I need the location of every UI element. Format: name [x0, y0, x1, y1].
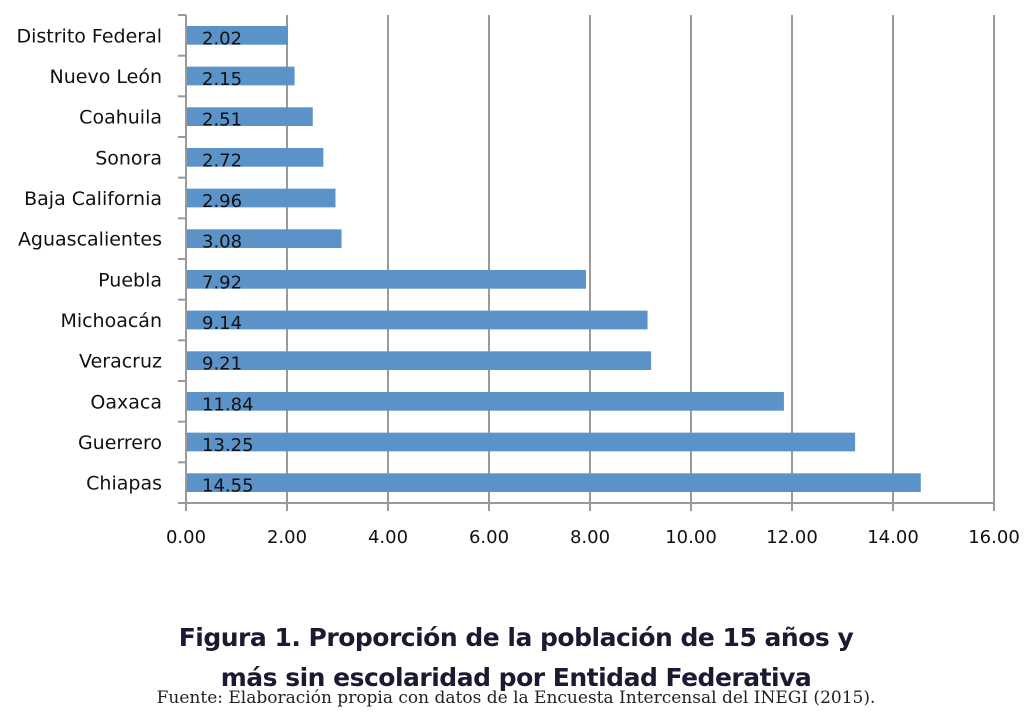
- category-label: Distrito Federal: [16, 25, 162, 47]
- data-label: 14.55: [202, 476, 254, 497]
- x-tick-label: 10.00: [665, 527, 717, 548]
- bar: [186, 391, 784, 411]
- category-label: Nuevo León: [50, 66, 162, 88]
- category-label: Sonora: [95, 147, 162, 169]
- data-label: 9.14: [202, 313, 242, 334]
- data-label: 2.15: [202, 69, 242, 90]
- x-tick-label: 0.00: [166, 527, 206, 548]
- bars: [186, 25, 921, 493]
- data-label: 2.02: [202, 28, 242, 49]
- x-tick-label: 8.00: [570, 527, 610, 548]
- x-tick-label: 14.00: [867, 527, 919, 548]
- data-label: 11.84: [202, 394, 254, 415]
- data-label: 2.96: [202, 191, 242, 212]
- category-label: Michoacán: [60, 310, 162, 332]
- axes: [178, 14, 995, 511]
- bar: [186, 310, 648, 330]
- category-label: Coahuila: [79, 107, 162, 129]
- data-label: 7.92: [202, 272, 242, 293]
- data-label: 13.25: [202, 435, 254, 456]
- figure-title-line2: más sin escolaridad por Entidad Federati…: [220, 663, 812, 692]
- x-tick-label: 16.00: [968, 527, 1020, 548]
- bar: [186, 188, 336, 208]
- x-tick-label: 4.00: [368, 527, 408, 548]
- bar: [186, 66, 295, 86]
- data-label: 2.51: [202, 110, 242, 131]
- grid-lines: [286, 15, 995, 503]
- x-tick-label: 6.00: [469, 527, 509, 548]
- figure-source: Fuente: Elaboración propia con datos de …: [156, 688, 876, 708]
- bar: [186, 473, 921, 493]
- bar: [186, 269, 586, 289]
- category-label: Puebla: [98, 269, 162, 291]
- figure-title-line1: Figura 1. Proporción de la población de …: [178, 623, 854, 652]
- data-label: 9.21: [202, 354, 242, 375]
- bar: [186, 351, 652, 371]
- category-label: Oaxaca: [90, 391, 162, 413]
- category-label: Chiapas: [86, 473, 162, 495]
- bar: [186, 229, 342, 249]
- x-tick-label: 2.00: [267, 527, 307, 548]
- data-label: 3.08: [202, 232, 242, 253]
- bar: [186, 25, 289, 45]
- figure-title: Figura 1. Proporción de la población de …: [0, 618, 1032, 698]
- bar: [186, 107, 313, 127]
- category-label: Baja California: [24, 188, 162, 210]
- category-label: Veracruz: [79, 351, 162, 373]
- bar: [186, 432, 856, 452]
- labels: 0.00 2.00 4.00 6.00 8.00 10.00 12.00 14.00 16.00…: [16, 25, 1019, 548]
- category-label: Aguascalientes: [18, 229, 162, 251]
- category-label: Guerrero: [78, 432, 162, 454]
- bar: [186, 147, 324, 167]
- data-label: 2.72: [202, 150, 242, 171]
- bar-chart: 0.00 2.00 4.00 6.00 8.00 10.00 12.00 14.00 16.00…: [16, 14, 1020, 548]
- x-tick-label: 12.00: [766, 527, 818, 548]
